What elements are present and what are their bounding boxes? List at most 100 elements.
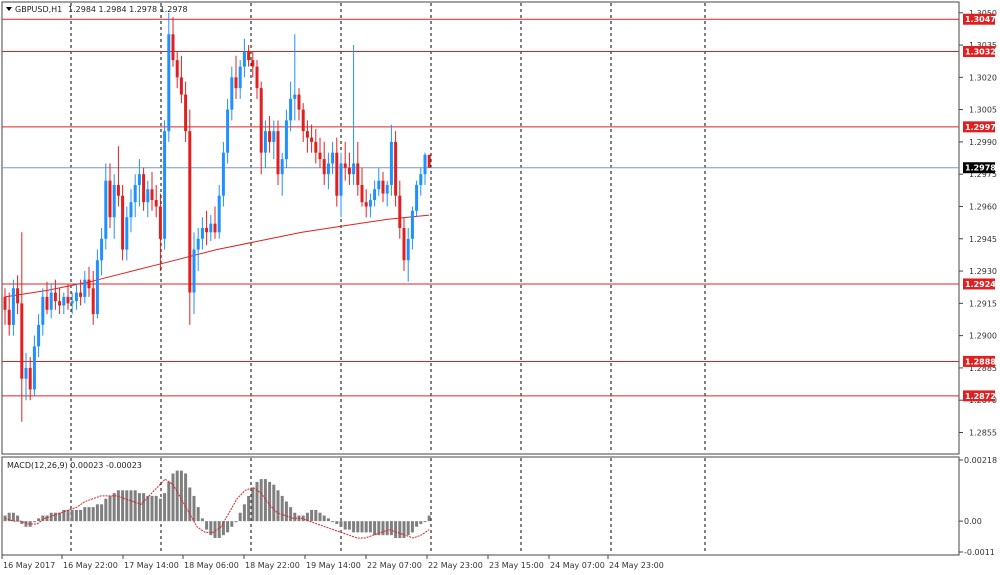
- candle-body: [368, 200, 372, 207]
- candle-body: [331, 152, 335, 164]
- macd-bar: [326, 518, 330, 522]
- macd-bar: [137, 493, 141, 522]
- macd-pane[interactable]: MACD(12,26,9) 0.00023 -0.00023: [1, 456, 960, 556]
- macd-bar: [171, 473, 175, 522]
- macd-bar: [146, 495, 150, 522]
- candle-body: [389, 141, 393, 185]
- candle-body: [221, 152, 225, 196]
- macd-bar: [247, 495, 251, 522]
- time-tick-label: 16 May 2017: [3, 561, 55, 570]
- macd-bar: [377, 521, 381, 536]
- macd-bar: [385, 521, 389, 536]
- candle-body: [179, 77, 183, 95]
- time-tick-label: 18 May 22:00: [245, 561, 300, 570]
- macd-bar: [142, 493, 146, 522]
- candle-body: [188, 131, 192, 293]
- level-label: 1.3047: [965, 15, 996, 24]
- price-tick-label: 1.2945: [969, 235, 997, 244]
- macd-bar: [192, 495, 196, 522]
- macd-bar: [251, 487, 255, 522]
- candle-body: [20, 303, 24, 379]
- candle-body: [53, 292, 57, 302]
- macd-bar: [167, 481, 171, 522]
- price-tick-label: 1.3020: [969, 73, 997, 82]
- macd-bar: [11, 512, 15, 522]
- macd-bar: [184, 473, 188, 522]
- candle-body: [137, 174, 141, 185]
- macd-bar: [289, 507, 293, 522]
- candle-body: [24, 367, 28, 379]
- candle-body: [314, 141, 318, 153]
- candle-body: [322, 159, 326, 175]
- macd-tick-label: 0.00218: [964, 456, 997, 465]
- macd-bar: [314, 509, 318, 522]
- candle-body: [154, 200, 158, 207]
- candle-body: [41, 296, 45, 325]
- candle-body: [419, 174, 423, 185]
- macd-bar: [389, 521, 393, 536]
- candle-body: [423, 154, 427, 175]
- candle-body: [49, 292, 53, 310]
- candle-body: [385, 184, 389, 194]
- macd-bar: [79, 509, 83, 522]
- candle-body: [142, 174, 146, 203]
- macd-bar: [37, 518, 41, 522]
- macd-bar: [116, 490, 120, 522]
- price-tick-label: 1.3035: [969, 41, 997, 50]
- candle-body: [364, 202, 368, 207]
- macd-bar: [373, 521, 377, 536]
- level-label-box: [963, 355, 995, 367]
- macd-bar: [356, 521, 360, 533]
- candle-body: [377, 180, 381, 190]
- current-price-label: 1.2978: [963, 162, 996, 174]
- macd-bar: [196, 507, 200, 522]
- time-tick-label: 16 May 22:00: [63, 561, 118, 570]
- candle-body: [205, 228, 209, 233]
- candle-body: [238, 66, 242, 89]
- candle-body: [83, 279, 87, 297]
- level-label: 1.2924: [965, 280, 996, 289]
- macd-bar: [272, 484, 276, 522]
- macd-bar: [129, 490, 133, 522]
- macd-bar: [74, 509, 78, 522]
- candle-body: [398, 195, 402, 228]
- candle-body: [259, 88, 263, 153]
- macd-bar: [419, 521, 423, 524]
- macd-bar: [347, 521, 351, 530]
- candle-body: [58, 301, 62, 306]
- macd-bar: [175, 470, 179, 522]
- macd-bar: [293, 512, 297, 522]
- candle-body: [301, 109, 305, 132]
- macd-bar: [310, 509, 314, 522]
- candle-body: [360, 184, 364, 203]
- candle-body: [62, 296, 66, 306]
- candle-body: [158, 206, 162, 239]
- macd-bar: [121, 490, 125, 522]
- level-label: 1.2872: [965, 392, 996, 401]
- macd-signal-line: [4, 478, 430, 539]
- moving-average-line: [4, 214, 430, 298]
- macd-bar: [238, 512, 242, 522]
- macd-bar: [200, 518, 204, 522]
- macd-bar: [284, 501, 288, 522]
- macd-bar: [410, 521, 414, 533]
- candle-body: [352, 163, 356, 175]
- macd-bar: [406, 521, 410, 536]
- dropdown-triangle-icon[interactable]: [6, 7, 12, 11]
- price-tick-label: 1.3005: [969, 106, 997, 115]
- time-tick-label: 23 May 15:00: [489, 561, 544, 570]
- macd-bar: [32, 521, 36, 523]
- macd-bar: [226, 521, 230, 533]
- candle-body: [163, 131, 167, 239]
- chart-header: GBPUSD,H1 1.2984 1.2984 1.2978 1.2978: [6, 5, 188, 14]
- candle-body: [87, 279, 91, 289]
- price-pane[interactable]: GBPUSD,H1 1.2984 1.2984 1.2978 1.2978: [1, 1, 960, 455]
- candle-body: [209, 223, 213, 233]
- candle-body: [7, 309, 11, 325]
- horizontal-levels[interactable]: [2, 18, 959, 397]
- macd-bar: [112, 493, 116, 522]
- macd-bar: [255, 481, 259, 522]
- candle-body: [70, 301, 74, 304]
- macd-bar: [158, 498, 162, 522]
